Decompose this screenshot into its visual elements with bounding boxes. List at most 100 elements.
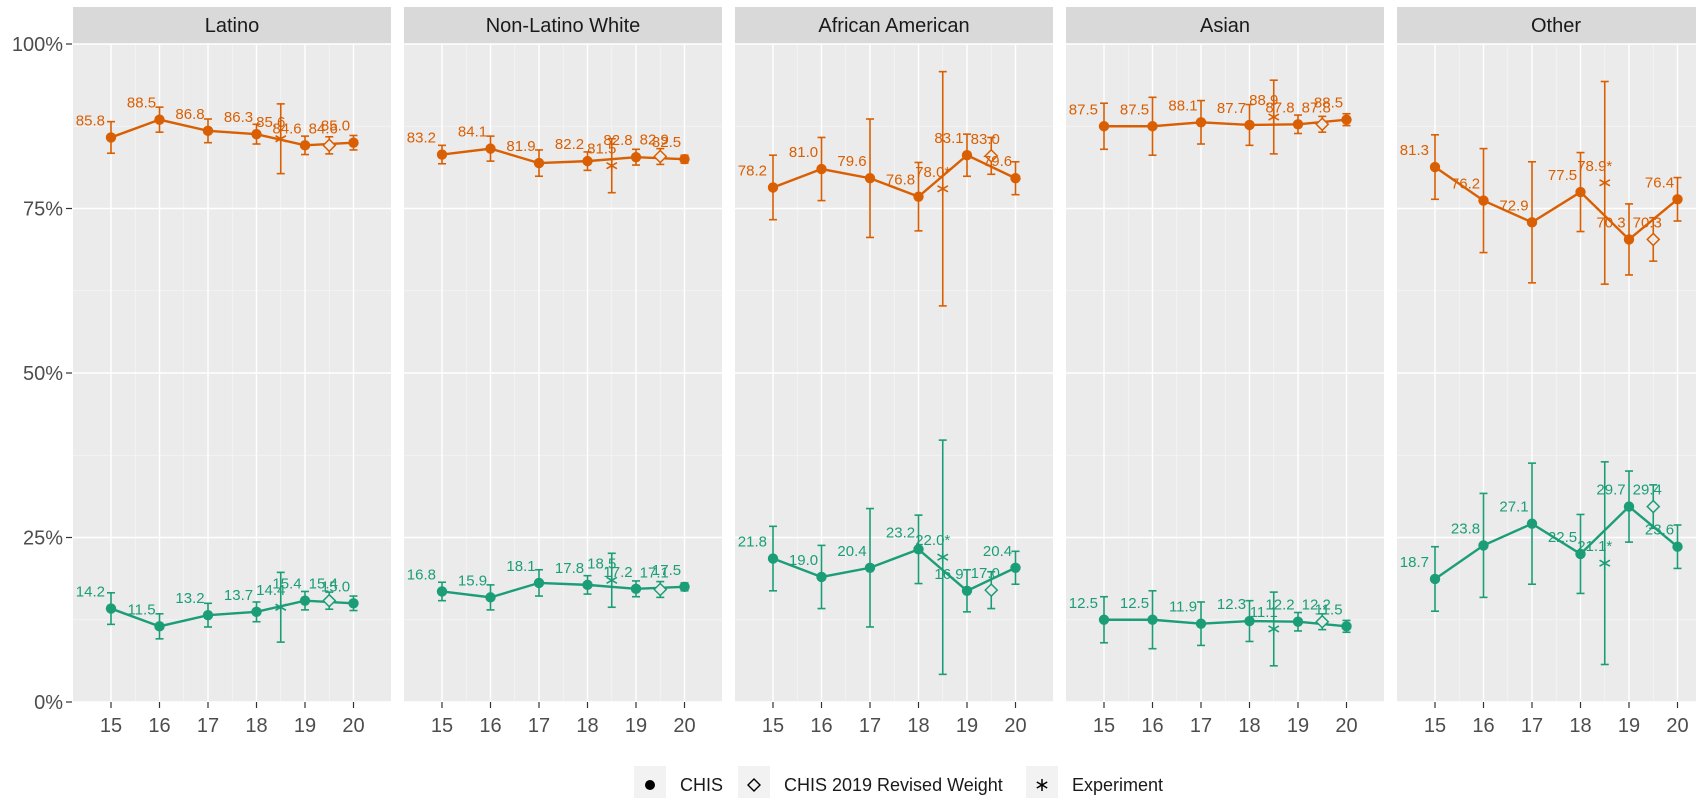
data-point — [1195, 618, 1207, 629]
data-label: 83.2 — [407, 130, 436, 147]
data-label: 27.1 — [1499, 499, 1528, 516]
revised-marker — [322, 138, 337, 153]
legend-key-experiment-stroke — [1036, 781, 1048, 789]
facet-panel-african-american: African American 15 16 17 18 19 20 78.2 81.0 79.6… — [735, 7, 1053, 737]
x-tick-label: 16 — [1141, 715, 1163, 737]
data-label: 77.5 — [1548, 167, 1577, 184]
data-label: 11.5 — [1314, 601, 1342, 618]
data-point — [1147, 614, 1158, 625]
data-point — [961, 150, 973, 161]
series-upper: 83.2 84.1 81.9 82.2 82.8 82.5 81.5 82.9 — [407, 124, 690, 194]
experiment-label: 78.0* — [915, 164, 950, 181]
experiment-label: 85.6 — [256, 114, 285, 131]
data-point — [816, 571, 827, 583]
data-point — [816, 163, 827, 175]
series-lower: 14.211.513.2 13.715.4 15.014.4 15.4 — [76, 571, 359, 643]
experiment-label: 14.4 — [256, 582, 285, 599]
experiment-marker-stroke — [1599, 559, 1611, 567]
data-point — [864, 562, 876, 573]
experiment-marker — [606, 159, 618, 172]
data-label: 79.6 — [983, 153, 1012, 170]
x-tick-label: 16 — [810, 715, 832, 737]
data-label: 86.8 — [175, 106, 204, 123]
experiment-label: 78.9* — [1577, 158, 1612, 175]
data-label: 85.0 — [321, 118, 350, 135]
data-label: 12.3 — [1217, 596, 1246, 613]
facet-title: Latino — [205, 15, 260, 37]
series-line — [1104, 618, 1347, 628]
x-tick-label: 18 — [907, 715, 929, 737]
data-label: 84.6 — [272, 120, 301, 137]
x-tick-label: 18 — [1238, 715, 1260, 737]
facet-strip — [1397, 7, 1696, 44]
data-label: 82.2 — [555, 136, 584, 153]
data-point — [1478, 540, 1489, 551]
data-point — [202, 125, 214, 137]
legend-label-chis: CHIS — [680, 775, 723, 795]
experiment-marker-stroke — [1599, 179, 1611, 187]
y-tick-label: 75% — [23, 199, 63, 221]
data-point — [864, 173, 876, 184]
data-label: 76.8 — [886, 172, 915, 189]
x-tick-label: 15 — [1093, 715, 1115, 737]
data-label: 87.5 — [1120, 101, 1149, 118]
data-label: 15.4 — [272, 576, 301, 593]
x-tick-label: 15 — [431, 715, 453, 737]
legend-label-experiment: Experiment — [1072, 775, 1163, 795]
data-point — [485, 592, 496, 603]
revised-label: 17.0 — [971, 565, 1000, 582]
data-label: 23.2 — [886, 524, 915, 541]
experiment-marker — [275, 601, 287, 614]
series-upper: 78.2 81.0 79.6 76.8 83.1 79.6 78.0* 83.0 — [738, 70, 1021, 307]
y-tick-label: 50% — [23, 363, 63, 385]
data-point — [1526, 518, 1538, 529]
data-point — [533, 577, 545, 589]
data-point — [1010, 173, 1021, 184]
series-line — [441, 581, 685, 599]
series-line — [1434, 166, 1679, 242]
data-label: 15.0 — [321, 578, 350, 595]
legend-key-revised — [747, 778, 761, 792]
data-point — [1292, 616, 1304, 627]
series-line — [772, 547, 1017, 593]
revised-marker — [653, 582, 668, 597]
series-lower: 18.7 23.8 27.1 22.5 29.7 23.6 21.1* 29.4 — [1400, 461, 1683, 666]
legend-key-revised-bg — [738, 766, 770, 798]
data-point — [1429, 161, 1441, 173]
data-point — [630, 151, 642, 163]
x-tick-label: 18 — [576, 715, 598, 737]
data-label: 21.8 — [738, 534, 767, 551]
facet-strip — [1066, 7, 1384, 44]
revised-label: 15.4 — [309, 576, 338, 593]
experiment-marker-stroke — [1268, 625, 1280, 633]
data-label: 86.3 — [224, 109, 253, 126]
data-label: 20.4 — [837, 543, 866, 560]
revised-label: 17.1 — [640, 564, 669, 581]
data-label: 17.2 — [603, 564, 632, 581]
facet-title: Asian — [1200, 15, 1250, 37]
data-point — [767, 182, 779, 193]
series-lower: 21.8 19.0 20.4 23.2 16.9 20.4 22.0* 17.0 — [738, 439, 1021, 676]
data-label: 23.8 — [1451, 520, 1480, 537]
data-point — [913, 544, 924, 555]
experiment-marker — [275, 132, 287, 145]
facet-title: Non-Latino White — [486, 15, 641, 37]
y-tick-label: 0% — [34, 692, 63, 714]
legend-key-experiment — [1036, 779, 1048, 791]
series-upper: 81.3 76.2 72.9 77.5 70.3 76.4 78.9* 70.3 — [1400, 80, 1683, 285]
data-label: 72.9 — [1499, 197, 1528, 214]
data-point — [154, 621, 165, 632]
x-tick-label: 19 — [1287, 715, 1309, 737]
series-line — [110, 599, 354, 628]
revised-marker — [653, 149, 668, 164]
data-label: 76.2 — [1451, 176, 1480, 193]
data-label: 81.3 — [1400, 142, 1429, 159]
data-label: 83.1 — [934, 130, 963, 147]
revised-label: 70.3 — [1633, 214, 1662, 231]
x-tick-label: 16 — [148, 715, 170, 737]
data-label: 20.4 — [983, 543, 1012, 560]
data-point — [1098, 121, 1110, 132]
data-point — [1478, 195, 1489, 206]
